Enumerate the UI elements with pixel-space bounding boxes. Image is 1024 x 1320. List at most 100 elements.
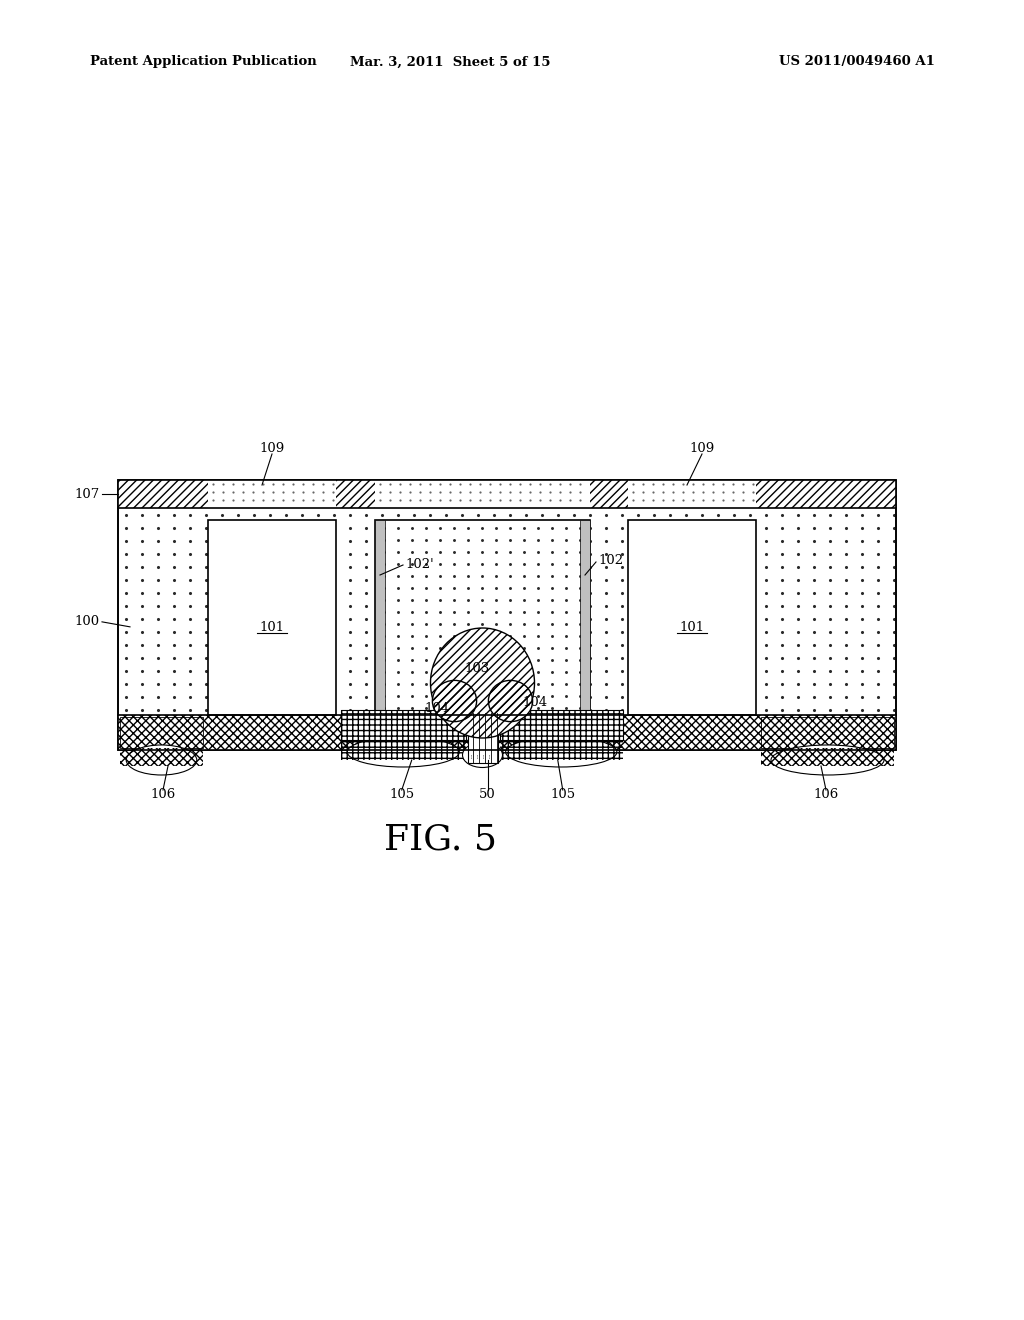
Point — [342, 673, 358, 694]
Point — [838, 595, 854, 616]
Point — [869, 569, 886, 590]
Point — [460, 626, 476, 647]
Point — [531, 474, 548, 495]
Point — [422, 490, 438, 511]
Point — [869, 673, 886, 694]
Point — [390, 697, 407, 718]
Bar — [208, 520, 336, 715]
Point — [357, 582, 374, 603]
Point — [675, 482, 691, 503]
Text: 105: 105 — [389, 788, 415, 801]
Point — [166, 595, 182, 616]
Point — [758, 620, 774, 642]
Point — [529, 614, 546, 635]
Point — [403, 626, 420, 647]
Point — [182, 543, 199, 564]
Point — [544, 685, 560, 706]
Point — [134, 582, 151, 603]
Point — [234, 490, 251, 511]
Point — [790, 620, 806, 642]
Point — [838, 647, 854, 668]
Point — [474, 577, 490, 598]
Point — [452, 482, 468, 503]
Point — [166, 529, 182, 550]
Point — [558, 638, 574, 659]
Point — [822, 556, 839, 577]
Point — [598, 634, 614, 655]
Point — [376, 649, 392, 671]
Point — [886, 504, 902, 525]
Point — [613, 609, 630, 630]
Point — [790, 686, 806, 708]
Point — [518, 504, 535, 525]
Point — [445, 590, 462, 611]
Point — [357, 609, 374, 630]
Point — [886, 569, 902, 590]
Point — [774, 582, 791, 603]
Point — [460, 577, 476, 598]
Ellipse shape — [430, 628, 535, 738]
Point — [182, 673, 199, 694]
Point — [460, 673, 476, 694]
Point — [432, 697, 449, 718]
Point — [744, 482, 761, 503]
Point — [838, 517, 854, 539]
Point — [390, 602, 407, 623]
Point — [487, 649, 504, 671]
Point — [372, 474, 388, 495]
Point — [390, 565, 407, 586]
Point — [487, 626, 504, 647]
Point — [790, 660, 806, 681]
Point — [675, 474, 691, 495]
Point — [376, 673, 392, 694]
Point — [357, 620, 374, 642]
Point — [758, 700, 774, 721]
Point — [838, 582, 854, 603]
Point — [432, 685, 449, 706]
Point — [516, 614, 532, 635]
Point — [472, 482, 488, 503]
Point — [806, 582, 822, 603]
Point — [544, 673, 560, 694]
Point — [326, 504, 342, 525]
Point — [790, 673, 806, 694]
Point — [613, 517, 630, 539]
Point — [441, 482, 458, 503]
Point — [474, 673, 490, 694]
Point — [542, 490, 558, 511]
Point — [582, 634, 598, 655]
Point — [869, 529, 886, 550]
Point — [529, 553, 546, 574]
Point — [182, 609, 199, 630]
Point — [372, 482, 388, 503]
Point — [492, 474, 508, 495]
Point — [403, 529, 420, 550]
Text: 102': 102' — [406, 558, 434, 572]
Point — [774, 686, 791, 708]
Point — [558, 602, 574, 623]
Point — [598, 686, 614, 708]
Point — [357, 647, 374, 668]
Point — [822, 673, 839, 694]
Text: 104: 104 — [425, 701, 451, 714]
Point — [726, 504, 742, 525]
Point — [854, 609, 870, 630]
Point — [502, 697, 518, 718]
Point — [534, 504, 550, 525]
Point — [774, 660, 791, 681]
Text: 106: 106 — [813, 788, 839, 801]
Point — [390, 614, 407, 635]
Point — [790, 700, 806, 721]
Text: Patent Application Publication: Patent Application Publication — [90, 55, 316, 69]
Point — [854, 634, 870, 655]
Point — [598, 529, 614, 550]
Point — [460, 602, 476, 623]
Point — [487, 638, 504, 659]
Point — [198, 609, 214, 630]
Point — [635, 474, 651, 495]
Point — [869, 595, 886, 616]
Point — [432, 649, 449, 671]
Point — [418, 697, 434, 718]
Point — [544, 553, 560, 574]
Point — [552, 482, 568, 503]
